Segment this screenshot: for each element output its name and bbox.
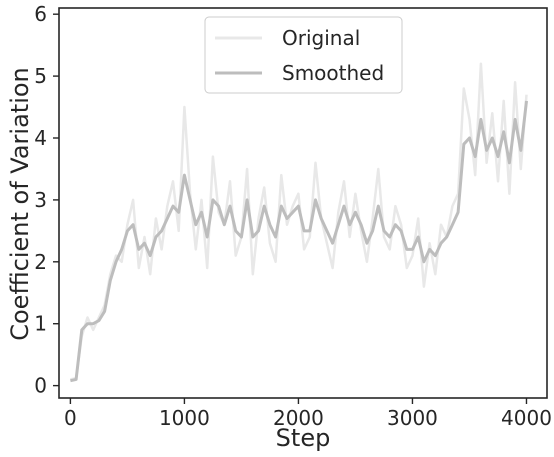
y-tick-label: 5: [34, 64, 47, 88]
x-tick-label: 4000: [501, 406, 552, 430]
y-tick-label: 2: [34, 250, 47, 274]
x-tick-label: 1000: [159, 406, 210, 430]
series-line-original: [70, 62, 528, 381]
x-tick-label: 0: [64, 406, 77, 430]
legend-label-original: Original: [282, 26, 360, 50]
y-tick-label: 6: [34, 2, 47, 26]
plot-frame: [58, 7, 548, 399]
legend-label-smoothed: Smoothed: [282, 61, 384, 85]
y-axis-title: Coefficient of Variation: [6, 67, 34, 341]
y-tick-label: 3: [34, 188, 47, 212]
y-tick-label: 0: [34, 374, 47, 398]
x-axis-ticks: 0 1000 2000 3000 4000: [64, 398, 552, 430]
x-tick-label: 2000: [273, 406, 324, 430]
series-layer: [70, 62, 528, 383]
y-tick-label: 4: [34, 126, 47, 150]
legend: Original Smoothed: [204, 16, 403, 94]
x-axis-title: Step: [276, 424, 331, 452]
series-line-smoothed: [70, 100, 528, 383]
x-tick-label: 3000: [387, 406, 438, 430]
y-axis-ticks: 0 1 2 3 4 5 6: [34, 2, 59, 398]
y-tick-label: 1: [34, 312, 47, 336]
